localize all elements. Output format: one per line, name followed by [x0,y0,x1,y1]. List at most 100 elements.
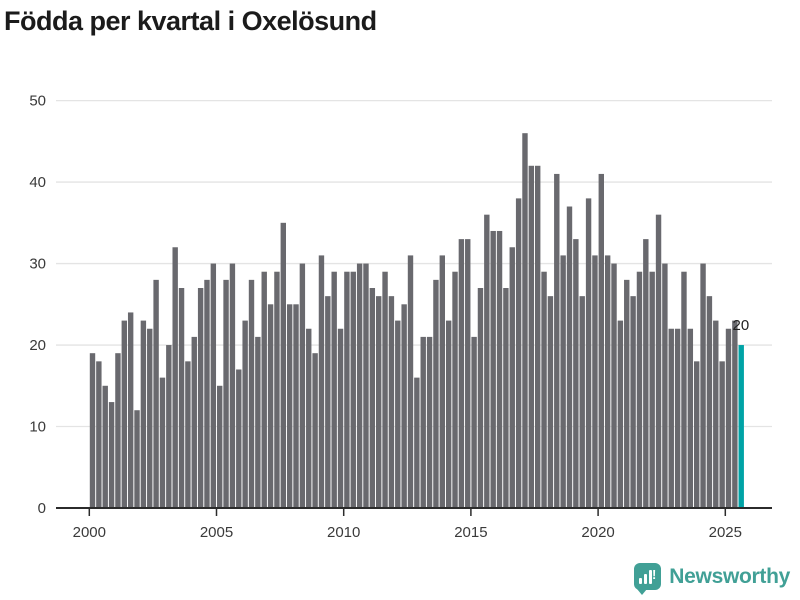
x-tick-label: 2000 [73,524,106,541]
bar [681,271,687,508]
bar [674,328,681,508]
bar [331,271,337,508]
bar [127,312,134,508]
bar [185,361,191,508]
bar [439,255,445,508]
bar [458,239,465,508]
bar [318,255,325,508]
x-axis-labels: 2000 2005 2010 2015 2020 2025 [73,509,742,541]
bar [293,304,299,508]
bar [636,271,643,508]
bar [706,296,713,508]
bar [490,230,496,508]
bar [611,263,617,508]
bar [140,320,147,508]
y-tick-label: 20 [29,337,46,354]
bar [407,255,414,508]
bar [217,385,223,508]
logo-bar-chart-icon [639,569,656,584]
bar [108,402,115,508]
y-tick-label: 10 [29,419,46,436]
bar [147,328,153,508]
bar [604,255,611,508]
bar [96,361,102,508]
highlighted-bar [738,345,744,508]
bar [433,279,439,508]
bar [178,288,185,508]
bar [668,328,674,508]
bar [598,173,604,508]
bar [643,239,649,508]
bar [560,255,566,508]
bar [541,271,547,508]
bar [630,296,636,508]
bar [617,320,624,508]
x-tick-label: 2025 [709,524,742,541]
chart-title: Födda per kvartal i Oxelösund [4,6,377,36]
newsworthy-logo-icon: ! [634,563,662,595]
bar [274,271,280,508]
footer-brand[interactable]: ! Newsworthy [634,563,790,595]
bar [121,320,127,508]
bar [261,271,267,508]
bar [522,133,528,508]
bar [306,328,312,508]
bar [191,336,197,508]
bar [280,222,286,508]
x-tick-label: 2015 [454,524,487,541]
brand-name: Newsworthy [669,564,790,588]
bar [719,361,725,508]
bar [197,288,204,508]
bar [445,320,452,508]
bar [388,296,395,508]
bar [344,271,350,508]
bar [337,328,344,508]
bar [134,410,140,508]
bar [115,353,121,508]
bar [554,173,560,508]
bar [687,328,694,508]
bar [395,320,401,508]
bar [166,345,172,508]
bar [624,279,630,508]
bar [204,279,210,508]
bar [515,198,522,508]
bar [172,247,178,508]
bar [471,336,477,508]
bar [369,288,376,508]
bar [255,336,261,508]
bar [662,263,668,508]
bar [299,263,306,508]
bar [286,304,293,508]
bar [376,296,382,508]
logo-speech-tail [637,589,648,595]
bar [350,271,356,508]
x-tick-label: 2020 [581,524,614,541]
bar [356,263,363,508]
logo-exclamation: ! [651,567,657,582]
bar [414,377,420,508]
bar [528,165,535,508]
bar [732,320,738,508]
bar [655,214,662,509]
y-axis-labels: 0 10 20 30 40 50 [29,93,46,517]
bar [496,230,503,508]
bar [210,263,217,508]
bar [267,304,274,508]
bar [89,353,96,508]
bar [573,239,579,508]
bars-group [89,133,744,509]
bar [649,271,655,508]
bar [248,279,255,508]
x-tick-label: 2005 [200,524,233,541]
bar [426,336,433,508]
bar [420,336,426,508]
bar [579,296,585,508]
bar [477,288,484,508]
bar [159,377,166,508]
bar [694,361,700,508]
bar [102,385,108,508]
